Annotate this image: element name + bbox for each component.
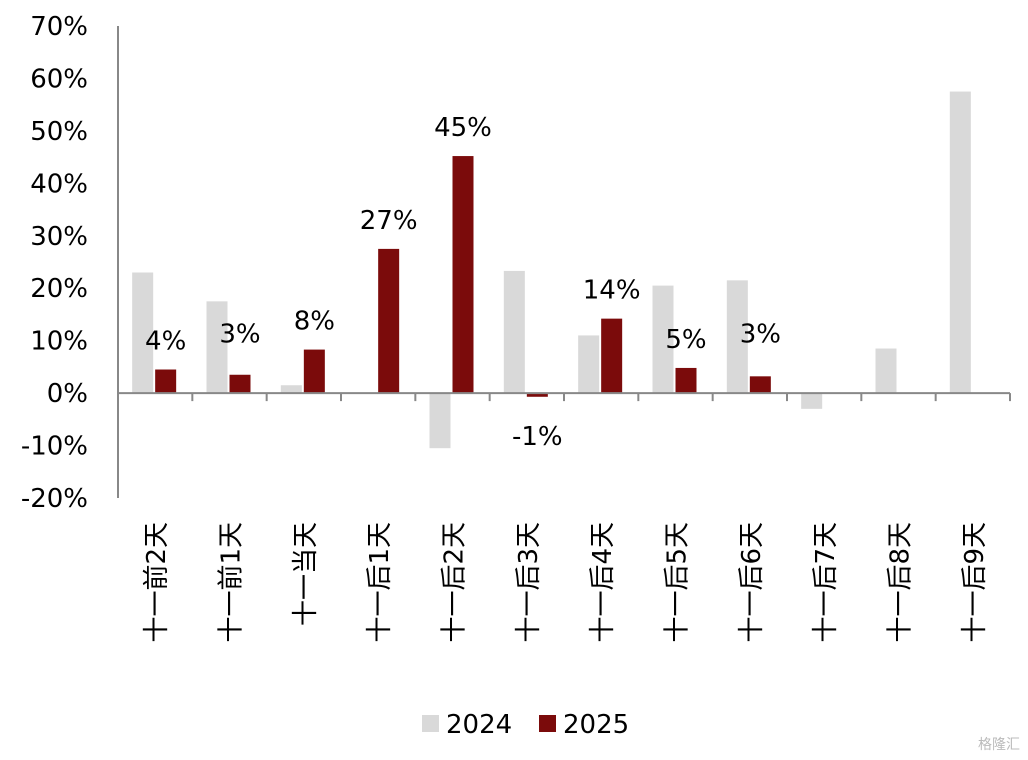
bar-2025-0 <box>155 369 177 394</box>
bar-2025-7 <box>675 367 697 394</box>
x-category-label: 十一后9天 <box>960 522 990 643</box>
bar-2025-4 <box>452 156 474 394</box>
legend: 2024 2025 <box>422 710 629 740</box>
x-category-label: 十一后3天 <box>514 522 544 643</box>
data-label: 14% <box>583 276 641 306</box>
y-tick-label: -20% <box>21 484 88 514</box>
bar-2025-6 <box>601 318 623 394</box>
bar-2025-3 <box>378 248 400 394</box>
data-label: 45% <box>434 113 492 143</box>
data-labels: 4% 3% 8% 27% 45% -1% 14% 5% 3% <box>145 113 781 452</box>
bar-2025-1 <box>229 374 251 394</box>
bar-2024-11 <box>949 91 971 394</box>
legend-swatch-2024 <box>422 715 439 732</box>
x-category-label: 十一后4天 <box>588 522 618 643</box>
y-tick-label: -10% <box>21 432 88 462</box>
x-category-label: 十一后1天 <box>365 522 395 643</box>
legend-label-2024: 2024 <box>446 710 512 740</box>
bar-2024-1 <box>206 301 228 394</box>
bar-2024-4 <box>429 393 451 449</box>
bar-2025-5 <box>526 393 548 397</box>
y-tick-label: 20% <box>30 274 88 304</box>
data-label: 3% <box>219 320 260 350</box>
y-tick-label: 70% <box>30 12 88 42</box>
x-category-label: 十一前1天 <box>217 522 247 643</box>
bar-2024-0 <box>132 272 154 394</box>
bar-2024-5 <box>503 270 525 394</box>
y-tick-label: 60% <box>30 64 88 94</box>
data-label: 27% <box>360 206 418 236</box>
x-category-label: 十一当天 <box>291 522 321 626</box>
data-label: 5% <box>665 325 706 355</box>
x-category-label: 十一前2天 <box>142 522 172 643</box>
y-tick-label: 40% <box>30 169 88 199</box>
watermark-logo: 格隆汇 <box>978 737 1020 753</box>
y-tick-label: 10% <box>30 327 88 357</box>
bar-2024-9 <box>801 393 823 409</box>
x-category-label: 十一后7天 <box>811 522 841 643</box>
bar-2024-2 <box>280 385 302 394</box>
x-axis-categories: 十一前2天 十一前1天 十一当天 十一后1天 十一后2天 十一后3天 十一后4天 十一后5天 十… <box>142 522 990 643</box>
y-axis-ticks: 70% 60% 50% 40% 30% 20% 10% 0% -10% -20% <box>21 12 88 514</box>
bars <box>132 91 971 449</box>
bar-2024-10 <box>875 348 897 394</box>
data-label: 8% <box>294 307 335 337</box>
axes <box>117 26 1011 498</box>
x-category-label: 十一后5天 <box>663 522 693 643</box>
x-category-label: 十一后8天 <box>886 522 916 643</box>
x-category-label: 十一后6天 <box>737 522 767 643</box>
bar-2024-8 <box>726 280 748 394</box>
x-category-label: 十一后2天 <box>440 522 470 643</box>
bar-2025-2 <box>303 349 325 394</box>
data-label: 3% <box>740 320 781 350</box>
y-tick-label: 0% <box>47 379 88 409</box>
bar-2025-8 <box>749 376 771 394</box>
bar-2024-7 <box>652 285 674 394</box>
y-tick-label: 50% <box>30 117 88 147</box>
data-label: 4% <box>145 327 186 357</box>
y-tick-label: 30% <box>30 222 88 252</box>
legend-swatch-2025 <box>539 715 556 732</box>
legend-label-2025: 2025 <box>563 710 629 740</box>
bar-2024-6 <box>578 335 600 394</box>
data-label: -1% <box>512 422 563 452</box>
